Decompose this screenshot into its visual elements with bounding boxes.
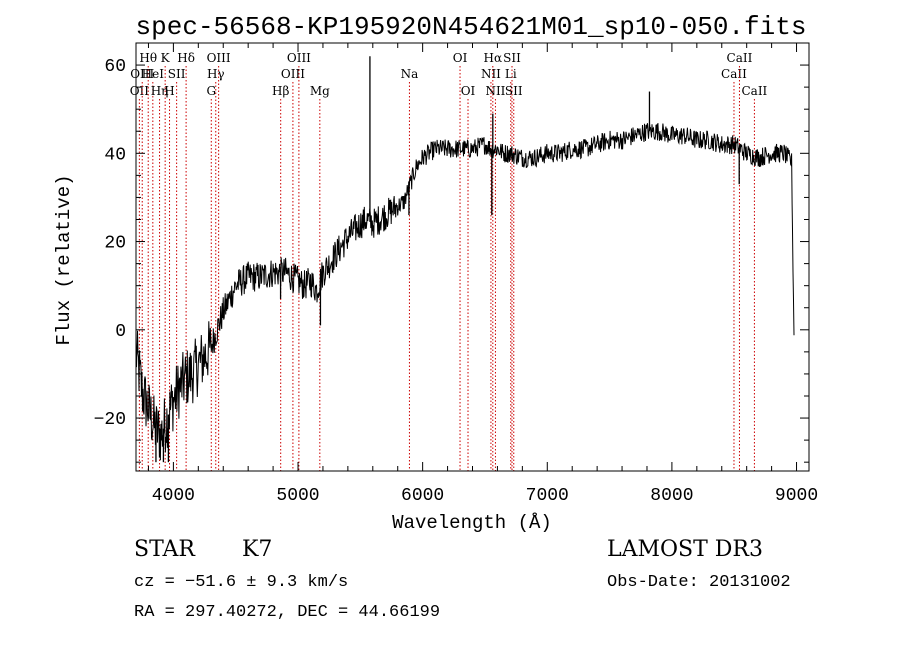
axes: 4000 5000 6000 7000 8000 9000 −20 0 20 40 60 [94,43,818,506]
x-tick-label: 8000 [650,486,693,506]
line-marker-label: CaII [721,67,747,81]
spectrum-series [135,56,795,463]
line-markers: OIIOIIIHθHeIHηKHSIIHδGHγOIIIHβOIIIOIIIMg… [130,51,768,471]
line-marker-label: OIII [281,67,305,81]
redshift-text: cz = −51.6 ± 9.3 km/s [134,573,349,592]
x-axis-label: Wavelength (Å) [392,512,552,534]
object-class: STAR [134,537,195,562]
line-marker-label: NII [485,84,505,98]
line-marker-label: OIII [207,51,231,65]
line-marker-label: HeI [142,67,165,81]
line-marker-label: SII [505,84,523,98]
coordinates: RA = 297.40272, DEC = 44.66199 [134,603,441,622]
survey-name: LAMOST DR3 [607,537,763,562]
y-tick-label: 0 [115,322,126,342]
obs-date: Obs-Date: 20131002 [607,573,791,592]
line-marker-label: Mg [310,84,330,98]
y-tick-label: 40 [104,145,126,165]
line-marker-label: OIII [287,51,311,65]
line-marker-label: G [206,84,216,98]
x-tick-label: 4000 [152,486,195,506]
line-marker-label: CaII [741,84,767,98]
line-marker-label: SII [503,51,521,65]
line-marker-label: K [161,51,171,65]
chart-title: spec-56568-KP195920N454621M01_sp10-050.f… [136,12,807,42]
flux-line [135,122,795,461]
x-tick-label: 7000 [526,486,569,506]
y-axis-label: Flux (relative) [53,174,75,345]
line-marker-label: OI [453,51,468,65]
line-marker-label: Hη [151,84,169,98]
line-marker-label: Hθ [139,51,157,65]
y-tick-label: 20 [104,234,126,254]
line-marker-label: CaII [727,51,753,65]
line-marker-label: Na [401,67,419,81]
line-marker-label: OII [130,84,150,98]
line-marker-label: Hγ [207,67,225,81]
plot-frame [135,42,810,472]
line-marker-label: Hδ [177,51,195,65]
line-marker-label: SII [168,67,186,81]
y-tick-label: −20 [94,410,126,430]
line-marker-label: H [164,84,174,98]
line-marker-label: Li [505,67,517,81]
line-marker-label: Hα [484,51,503,65]
line-marker-label: Hβ [272,84,289,98]
x-tick-label: 6000 [401,486,444,506]
x-tick-label: 9000 [775,486,818,506]
object-subclass: K7 [242,537,273,562]
line-marker-label: OI [461,84,476,98]
x-tick-label: 5000 [276,486,319,506]
line-marker-label: NII [481,67,501,81]
y-tick-label: 60 [104,57,126,77]
